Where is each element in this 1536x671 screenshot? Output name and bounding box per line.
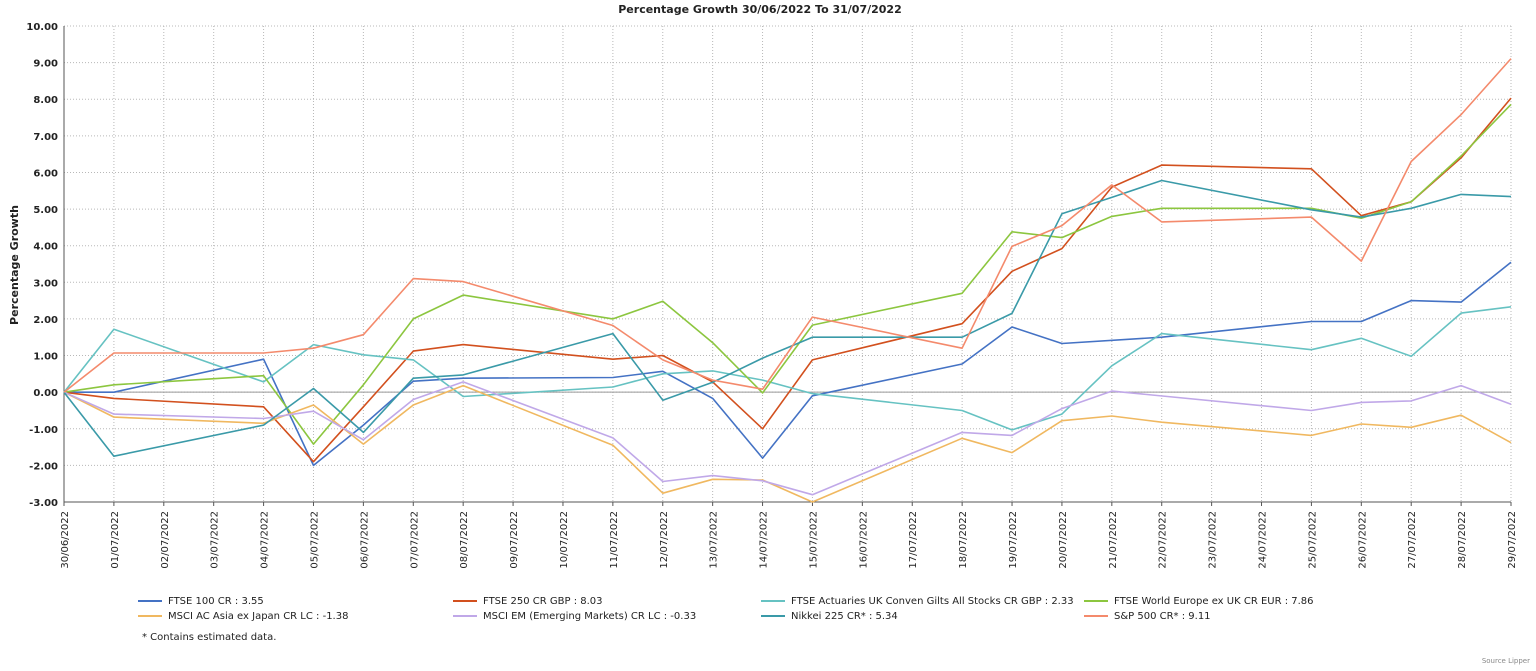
y-tick-label: 10.00 [26,22,58,33]
series-line [63,179,1512,458]
series-line [63,97,1512,463]
y-tick-label: 4.00 [33,242,58,253]
axes [63,26,1512,506]
y-tick-label: 7.00 [33,132,58,143]
series-lines [63,58,1512,503]
legend-swatch [138,600,162,602]
series-line [63,58,1512,393]
x-tick-label: 12/07/2022 [659,511,670,569]
x-tick-label: 02/07/2022 [160,511,171,569]
x-tick-label: 17/07/2022 [908,511,919,569]
legend-label: FTSE 250 CR GBP : 8.03 [483,596,603,607]
legend-label: MSCI EM (Emerging Markets) CR LC : -0.33 [483,611,697,622]
chart-title: Percentage Growth 30/06/2022 To 31/07/20… [618,3,902,16]
x-tick-label: 01/07/2022 [110,511,121,569]
x-tick-label: 24/07/2022 [1258,511,1269,569]
x-tick-label: 15/07/2022 [808,511,819,569]
x-tick-label: 27/07/2022 [1407,511,1418,569]
gridlines [63,25,1512,503]
y-tick-label: -1.00 [29,425,58,436]
y-tick-label: 5.00 [33,205,58,216]
legend-item: S&P 500 CR* : 9.11 [1084,611,1211,622]
x-tick-label: 16/07/2022 [858,511,869,569]
series-line [63,381,1512,496]
x-tick-label: 06/07/2022 [359,511,370,569]
legend-swatch [761,615,785,617]
legend-item: MSCI AC Asia ex Japan CR LC : -1.38 [138,611,348,622]
x-tick-label: 11/07/2022 [609,511,620,569]
series-line [63,306,1512,431]
legend-label: MSCI AC Asia ex Japan CR LC : -1.38 [168,611,349,622]
legend-label: FTSE World Europe ex UK CR EUR : 7.86 [1114,596,1314,607]
legend-item: MSCI EM (Emerging Markets) CR LC : -0.33 [453,611,696,622]
y-tick-label: -2.00 [29,461,58,472]
legend-swatch [1084,600,1108,602]
x-tick-labels: 30/06/2022 01/07/2022 02/07/2022 03/07/2022… [60,511,1518,569]
y-tick-labels: 10.00 9.00 8.00 7.00 6.00 5.00 4.00 3.00 2.00 1.0… [26,22,58,509]
legend-item: FTSE 100 CR : 3.55 [138,596,264,607]
x-tick-label: 13/07/2022 [709,511,720,569]
y-tick-label: 6.00 [33,168,58,179]
legend-label: FTSE Actuaries UK Conven Gilts All Stock… [791,596,1074,607]
y-tick-label: -3.00 [29,498,58,509]
x-tick-label: 20/07/2022 [1058,511,1069,569]
legend-swatch [453,615,477,617]
series-line [63,384,1512,503]
y-tick-label: 3.00 [33,278,58,289]
source-label: Source Lipper [1481,657,1530,665]
legend-item: FTSE World Europe ex UK CR EUR : 7.86 [1084,596,1314,607]
x-tick-label: 28/07/2022 [1457,511,1468,569]
y-axis-label: Percentage Growth [8,205,21,325]
legend-swatch [1084,615,1108,617]
legend-label: FTSE 100 CR : 3.55 [168,596,264,607]
x-tick-label: 05/07/2022 [309,511,320,569]
legend-label: Nikkei 225 CR* : 5.34 [791,611,898,622]
x-tick-label: 21/07/2022 [1108,511,1119,569]
x-tick-label: 07/07/2022 [409,511,420,569]
legend-swatch [761,600,785,602]
legend-item: FTSE 250 CR GBP : 8.03 [453,596,603,607]
legend-item: FTSE Actuaries UK Conven Gilts All Stock… [761,596,1074,607]
x-tick-label: 26/07/2022 [1357,511,1368,569]
x-tick-label: 04/07/2022 [260,511,271,569]
legend-label: S&P 500 CR* : 9.11 [1114,611,1211,622]
x-tick-label: 25/07/2022 [1307,511,1318,569]
x-tick-label: 14/07/2022 [759,511,770,569]
x-tick-label: 18/07/2022 [958,511,969,569]
y-tick-label: 1.00 [33,352,58,363]
y-tick-label: 0.00 [33,388,58,399]
y-tick-label: 2.00 [33,315,58,326]
y-tick-label: 9.00 [33,59,58,70]
x-tick-label: 08/07/2022 [459,511,470,569]
legend-item: Nikkei 225 CR* : 5.34 [761,611,898,622]
x-tick-label: 29/07/2022 [1507,511,1518,569]
x-tick-label: 09/07/2022 [509,511,520,569]
x-tick-label: 19/07/2022 [1008,511,1019,569]
series-line [64,261,1512,467]
x-tick-label: 03/07/2022 [210,511,221,569]
x-tick-label: 22/07/2022 [1158,511,1169,569]
x-tick-label: 23/07/2022 [1208,511,1219,569]
legend-swatch [138,615,162,617]
footnote: * Contains estimated data. [142,632,277,643]
y-tick-label: 8.00 [33,95,58,106]
x-tick-label: 30/06/2022 [60,511,71,569]
x-tick-label: 10/07/2022 [559,511,570,569]
legend-swatch [453,600,477,602]
